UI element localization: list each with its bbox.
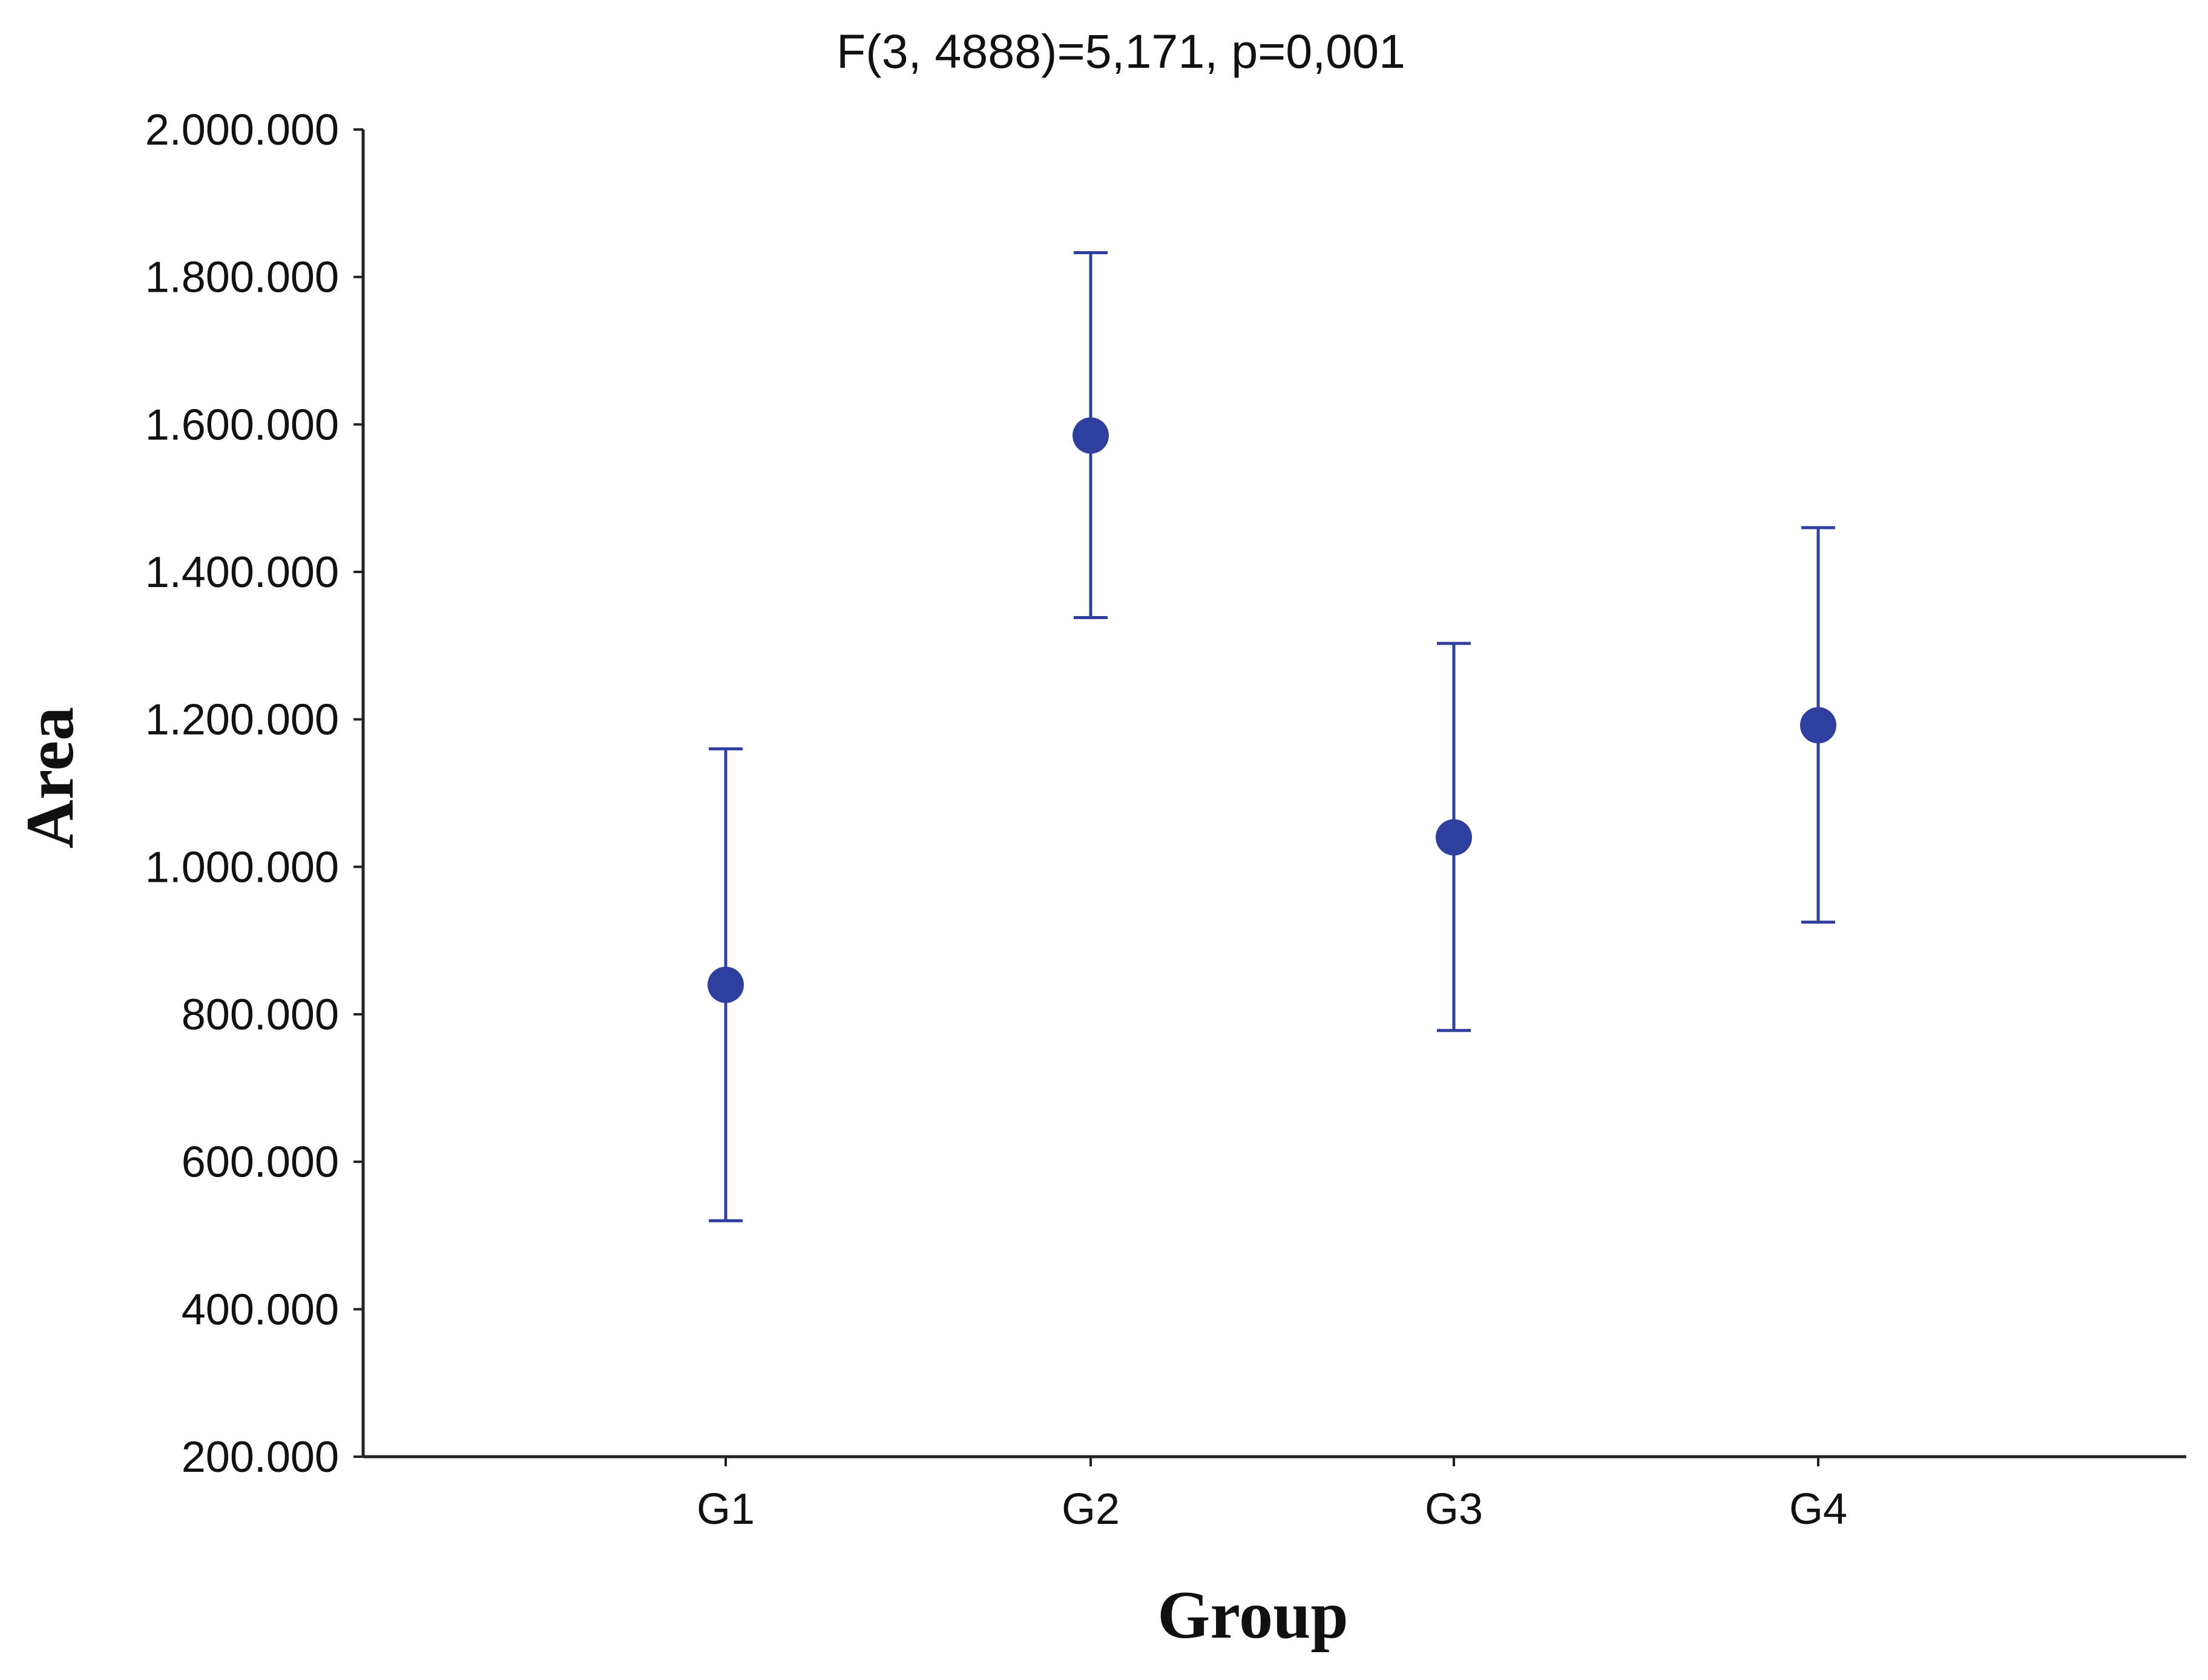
y-axis-title: Area [13,707,88,848]
y-tick-label: 400.000 [182,1285,339,1334]
mean-point-g2 [1073,417,1109,454]
y-tick-label: 1.600.000 [145,401,339,449]
y-tick-label: 200.000 [182,1433,339,1481]
x-tick-label: G2 [1062,1485,1120,1534]
x-tick-label: G1 [697,1485,755,1534]
error-bar-marks [708,251,1836,1222]
x-axis-title: Group [1157,1578,1348,1653]
x-ticks: G1 G2 G3 G4 [697,1457,1847,1534]
mean-point-g4 [1800,707,1836,744]
y-tick-label: 1.000.000 [145,843,339,891]
chart-title: F(3, 4888)=5,171, p=0,001 [836,24,1405,78]
x-tick-label: G3 [1425,1485,1483,1534]
y-ticks: 200.000 400.000 600.000 800.000 1.000.000 1.2… [145,106,363,1481]
mean-point-g1 [708,966,744,1003]
x-tick-label: G4 [1789,1485,1847,1534]
y-tick-label: 1.200.000 [145,696,339,744]
y-tick-label: 600.000 [182,1138,339,1187]
y-tick-label: 1.400.000 [145,548,339,597]
y-tick-label: 1.800.000 [145,254,339,302]
y-tick-label: 800.000 [182,991,339,1039]
mean-point-g3 [1436,819,1472,856]
y-tick-label: 2.000.000 [145,106,339,154]
axes [361,130,2186,1459]
